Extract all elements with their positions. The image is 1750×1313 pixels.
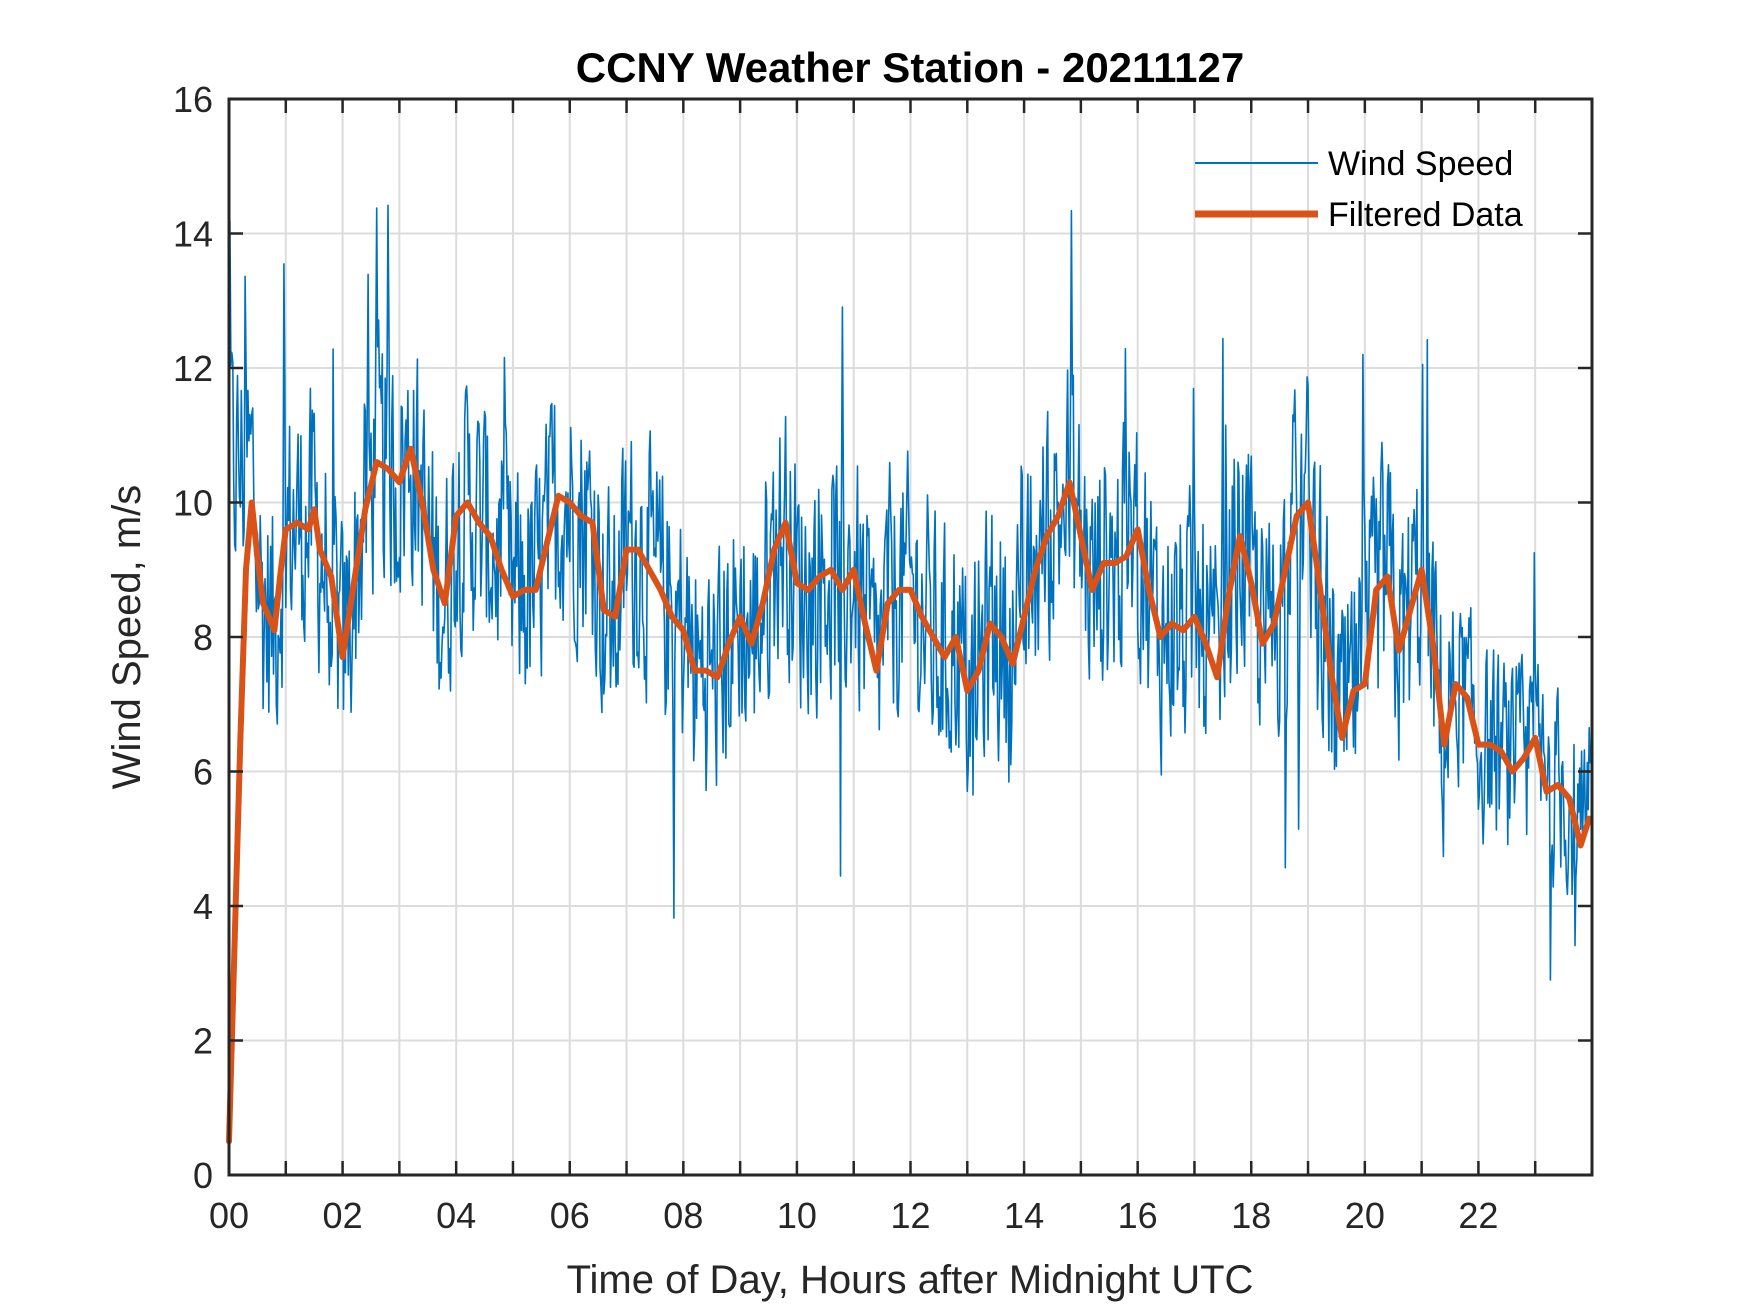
- x-tick-label: 06: [550, 1195, 590, 1236]
- x-tick-label: 02: [323, 1195, 363, 1236]
- y-tick-label: 12: [173, 348, 213, 389]
- y-tick-label: 0: [193, 1155, 213, 1196]
- x-tick-label: 14: [1004, 1195, 1044, 1236]
- y-tick-labels: 0 2 4 6 8 10 12 14 16: [173, 79, 213, 1196]
- filtered-data-series: [226, 445, 1593, 1145]
- legend-label-filtered-data: Filtered Data: [1328, 196, 1523, 234]
- x-tick-label: 10: [777, 1195, 817, 1236]
- x-tick-label: 08: [663, 1195, 703, 1236]
- y-tick-label: 16: [173, 79, 213, 120]
- y-tick-label: 8: [193, 617, 213, 658]
- tick-marks: [227, 97, 1594, 1177]
- y-tick-label: 2: [193, 1021, 213, 1062]
- legend-label-wind-speed: Wind Speed: [1328, 145, 1513, 183]
- wind-speed-line: [228, 204, 1593, 981]
- x-tick-label: 18: [1231, 1195, 1271, 1236]
- y-tick-label: 4: [193, 886, 213, 927]
- y-tick-label: 10: [173, 483, 213, 524]
- x-tick-label: 04: [436, 1195, 476, 1236]
- wind-speed-series: [228, 204, 1593, 981]
- y-tick-label: 14: [173, 214, 213, 255]
- y-tick-label: 6: [193, 752, 213, 793]
- x-axis-label: Time of Day, Hours after Midnight UTC: [567, 1258, 1254, 1302]
- legend: Wind Speed Filtered Data: [1195, 145, 1523, 234]
- x-tick-label: 00: [209, 1195, 249, 1236]
- x-tick-label: 16: [1118, 1195, 1158, 1236]
- chart-title: CCNY Weather Station - 20211127: [576, 44, 1244, 91]
- y-axis-label: Wind Speed, m/s: [105, 485, 149, 790]
- x-tick-labels: 00 02 04 06 08 10 12 14 16 18 20 22: [209, 1195, 1498, 1236]
- x-tick-label: 20: [1345, 1195, 1385, 1236]
- x-tick-label: 12: [890, 1195, 930, 1236]
- x-tick-label: 22: [1458, 1195, 1498, 1236]
